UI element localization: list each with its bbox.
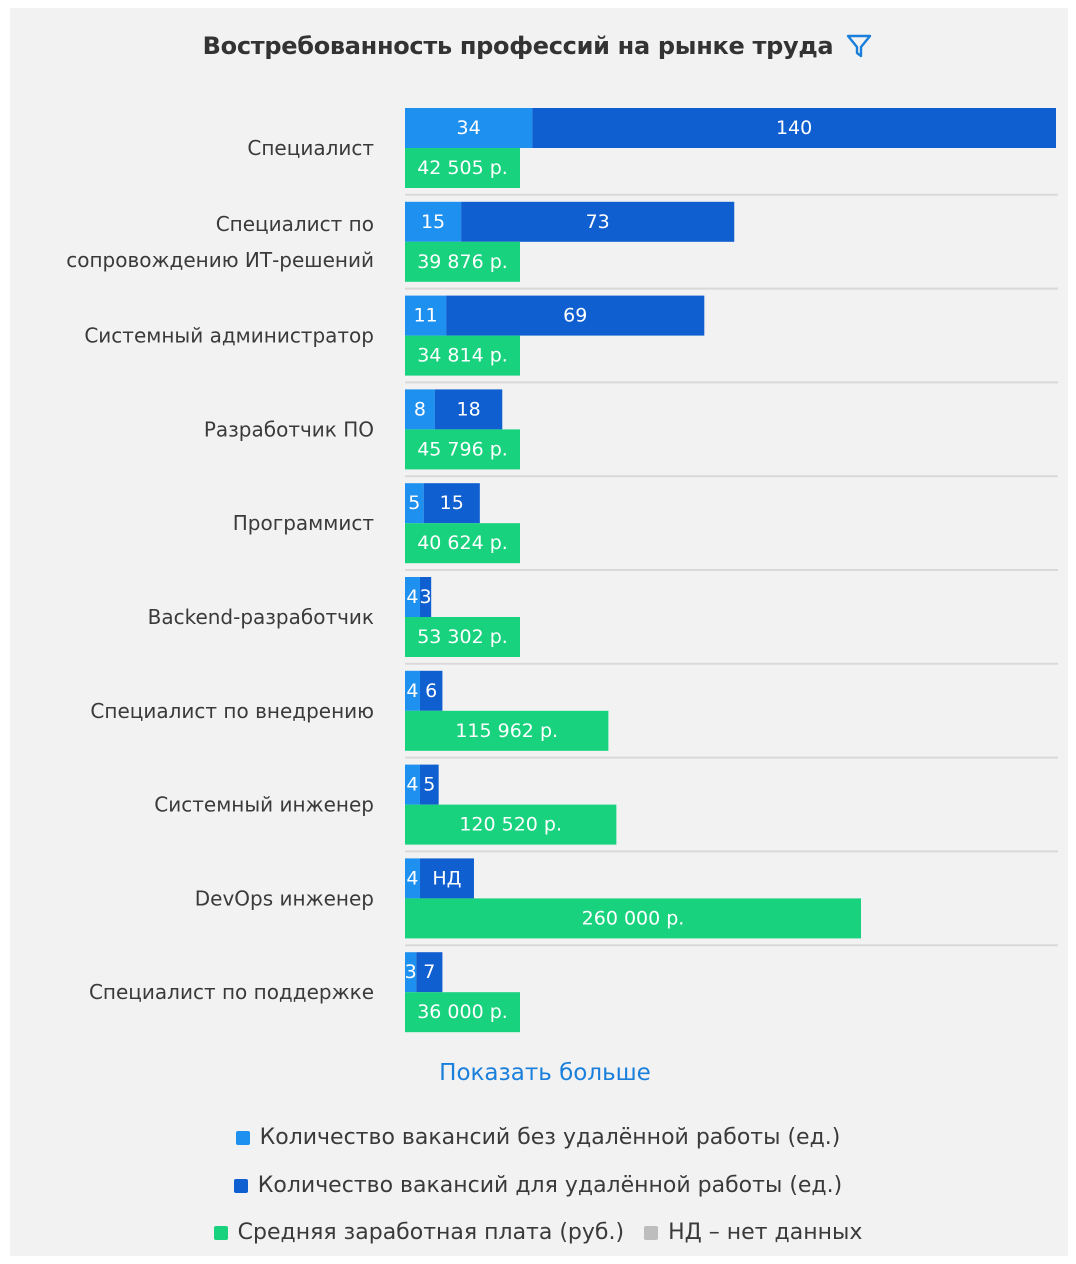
bar-no-remote <box>405 764 420 805</box>
bar-label-no-remote: 3 <box>405 961 417 983</box>
legend-swatch-salary <box>213 1225 228 1240</box>
bar-no-remote <box>405 670 420 711</box>
bar-label-no-remote: 4 <box>406 586 418 608</box>
bar-label-remote: 18 <box>457 398 481 420</box>
legend-row-1: Количество вакансий без удалённой работы… <box>0 1125 1076 1150</box>
bar-label-no-remote: 4 <box>406 680 418 702</box>
bar-label-salary: 42 505 р. <box>417 157 508 179</box>
bar-remote <box>419 670 443 711</box>
category-label: сопровождению ИТ-решений <box>66 248 374 272</box>
bar-label-remote: 69 <box>563 305 587 327</box>
bar-remote <box>446 295 705 336</box>
legend-item-salary: Средняя заработная плата (руб.) <box>213 1220 625 1245</box>
category-label: Системный инженер <box>154 793 374 817</box>
legend-row-2: Количество вакансий для удалённой работы… <box>0 1173 1076 1198</box>
bar-label-remote: НД <box>432 867 461 889</box>
bar-label-no-remote: 5 <box>408 492 420 514</box>
legend-label-salary: Средняя заработная плата (руб.) <box>237 1220 625 1245</box>
bar-remote <box>419 577 432 617</box>
bar-label-salary: 34 814 р. <box>417 345 508 367</box>
category-label: DevOps инженер <box>195 886 374 910</box>
category-label: Разработчик ПО <box>204 417 374 441</box>
bar-label-salary: 115 962 р. <box>455 720 558 742</box>
legend-item-na: НД – нет данных <box>644 1220 862 1245</box>
bar-no-remote <box>405 483 424 524</box>
category-label: Специалист по <box>216 212 374 236</box>
bar-label-no-remote: 8 <box>414 398 426 420</box>
filter-icon[interactable] <box>845 32 873 60</box>
bar-label-remote: 15 <box>440 492 464 514</box>
bar-salary <box>405 523 520 564</box>
bar-label-remote: 140 <box>776 117 812 139</box>
bar-salary <box>405 710 609 751</box>
category-label: Специалист по внедрению <box>90 699 374 723</box>
bar-label-no-remote: 15 <box>421 211 445 233</box>
bar-salary <box>405 804 617 845</box>
bar-salary <box>405 335 520 376</box>
bar-remote <box>532 108 1056 148</box>
bar-salary <box>405 898 861 939</box>
bar-label-salary: 260 000 р. <box>582 907 685 929</box>
bar-remote <box>419 858 474 899</box>
bar-label-remote: 7 <box>423 961 435 983</box>
legend-swatch-remote <box>233 1178 248 1193</box>
bar-label-remote: 3 <box>420 586 432 608</box>
category-label: Системный администратор <box>84 324 374 348</box>
bar-salary <box>405 241 520 282</box>
bar-salary <box>405 617 520 657</box>
legend-row-3: Средняя заработная плата (руб.) НД – нет… <box>0 1220 1076 1245</box>
bar-label-salary: 39 876 р. <box>417 251 508 273</box>
legend-item-remote: Количество вакансий для удалённой работы… <box>233 1173 843 1198</box>
category-label: Программист <box>233 511 375 535</box>
bar-no-remote <box>405 108 533 148</box>
bar-salary <box>405 148 520 188</box>
bar-no-remote <box>405 952 417 993</box>
legend-label-remote: Количество вакансий для удалённой работы… <box>257 1173 843 1198</box>
bar-label-remote: 73 <box>586 211 610 233</box>
legend-label-na: НД – нет данных <box>668 1220 863 1245</box>
bar-label-salary: 36 000 р. <box>417 1001 508 1023</box>
category-label: Специалист <box>247 136 374 160</box>
bar-remote <box>423 483 480 524</box>
bar-label-remote: 5 <box>423 774 435 796</box>
show-more-link[interactable]: Показать больше <box>439 1060 651 1086</box>
legend-swatch-na <box>644 1225 659 1240</box>
bar-label-no-remote: 4 <box>406 867 418 889</box>
bar-remote <box>416 952 443 993</box>
bar-salary <box>405 429 520 470</box>
bar-label-no-remote: 4 <box>406 774 418 796</box>
bar-label-remote: 6 <box>425 680 437 702</box>
category-label: Backend-разработчик <box>148 605 374 629</box>
bar-remote <box>461 201 735 242</box>
legend-label-no-remote: Количество вакансий без удалённой работы… <box>259 1125 841 1150</box>
bar-remote <box>419 764 439 805</box>
bar-no-remote <box>405 295 447 336</box>
bar-label-salary: 40 624 р. <box>417 532 508 554</box>
category-label: Специалист по поддержке <box>89 980 374 1004</box>
bar-no-remote <box>405 577 420 617</box>
bar-label-salary: 45 796 р. <box>417 438 508 460</box>
chart-header: Востребованность профессий на рынке труд… <box>0 26 1076 66</box>
bar-label-no-remote: 11 <box>413 305 437 327</box>
bar-label-no-remote: 34 <box>457 117 481 139</box>
legend-swatch-no-remote <box>235 1130 250 1145</box>
bar-salary <box>405 992 520 1033</box>
bar-no-remote <box>405 389 435 430</box>
bar-no-remote <box>405 858 420 899</box>
bar-remote <box>434 389 503 430</box>
bar-label-salary: 120 520 р. <box>459 814 562 836</box>
chart-title: Востребованность профессий на рынке труд… <box>202 32 834 60</box>
bar-no-remote <box>405 201 462 242</box>
legend-item-no-remote: Количество вакансий без удалённой работы… <box>235 1125 841 1150</box>
bar-label-salary: 53 302 р. <box>417 626 508 648</box>
